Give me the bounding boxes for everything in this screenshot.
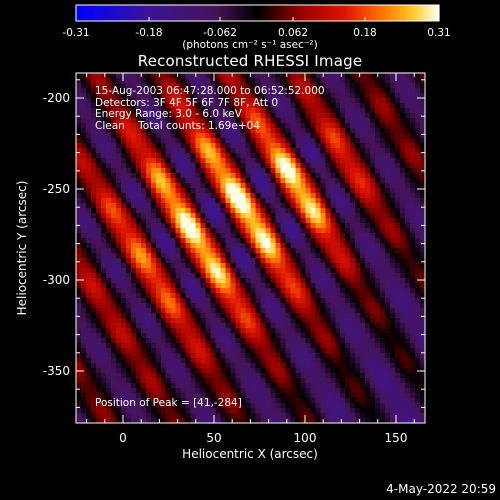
colorbar-tick-label: 0.18 <box>353 27 377 39</box>
footer-date: 4-May-2022 20:59 <box>386 482 496 496</box>
x-tick-label: 150 <box>384 431 408 445</box>
colorbar-tick-label: 0.062 <box>277 27 309 39</box>
info-total-counts: Clean Total counts: 1.69e+04 <box>95 119 260 132</box>
info-detectors: Detectors: 3F 4F 5F 6F 7F 8F, Att 0 <box>95 96 279 109</box>
colorbar-unit-label: (photons cm⁻² s⁻¹ asec⁻²) <box>182 39 318 51</box>
x-tick-label: 0 <box>119 431 127 445</box>
y-tick-label: -250 <box>42 182 70 196</box>
info-energy-range: Energy Range: 3.0 - 6.0 keV <box>95 108 242 120</box>
x-axis-label: Heliocentric X (arcsec) <box>182 447 318 461</box>
colorbar-tick-label: -0.062 <box>203 27 237 39</box>
x-tick-label: 100 <box>293 431 317 445</box>
colorbar-tick-label: -0.18 <box>135 27 163 39</box>
y-tick-label: -200 <box>42 91 70 105</box>
colorbar-tick-label: -0.31 <box>62 27 90 39</box>
colorbar <box>75 4 440 22</box>
x-tick-label: 50 <box>206 431 222 445</box>
colorbar-tick-label: 0.31 <box>427 27 451 39</box>
y-tick-label: -350 <box>42 364 70 378</box>
y-axis-label: Heliocentric Y (arcsec) <box>15 180 29 316</box>
y-tick-label: -300 <box>42 273 70 287</box>
plot-title: Reconstructed RHESSI Image <box>137 52 363 70</box>
info-time-range: 15-Aug-2003 06:47:28.000 to 06:52:52.000 <box>95 85 325 97</box>
peak-position-label: Position of Peak = [41,-284] <box>95 397 242 409</box>
